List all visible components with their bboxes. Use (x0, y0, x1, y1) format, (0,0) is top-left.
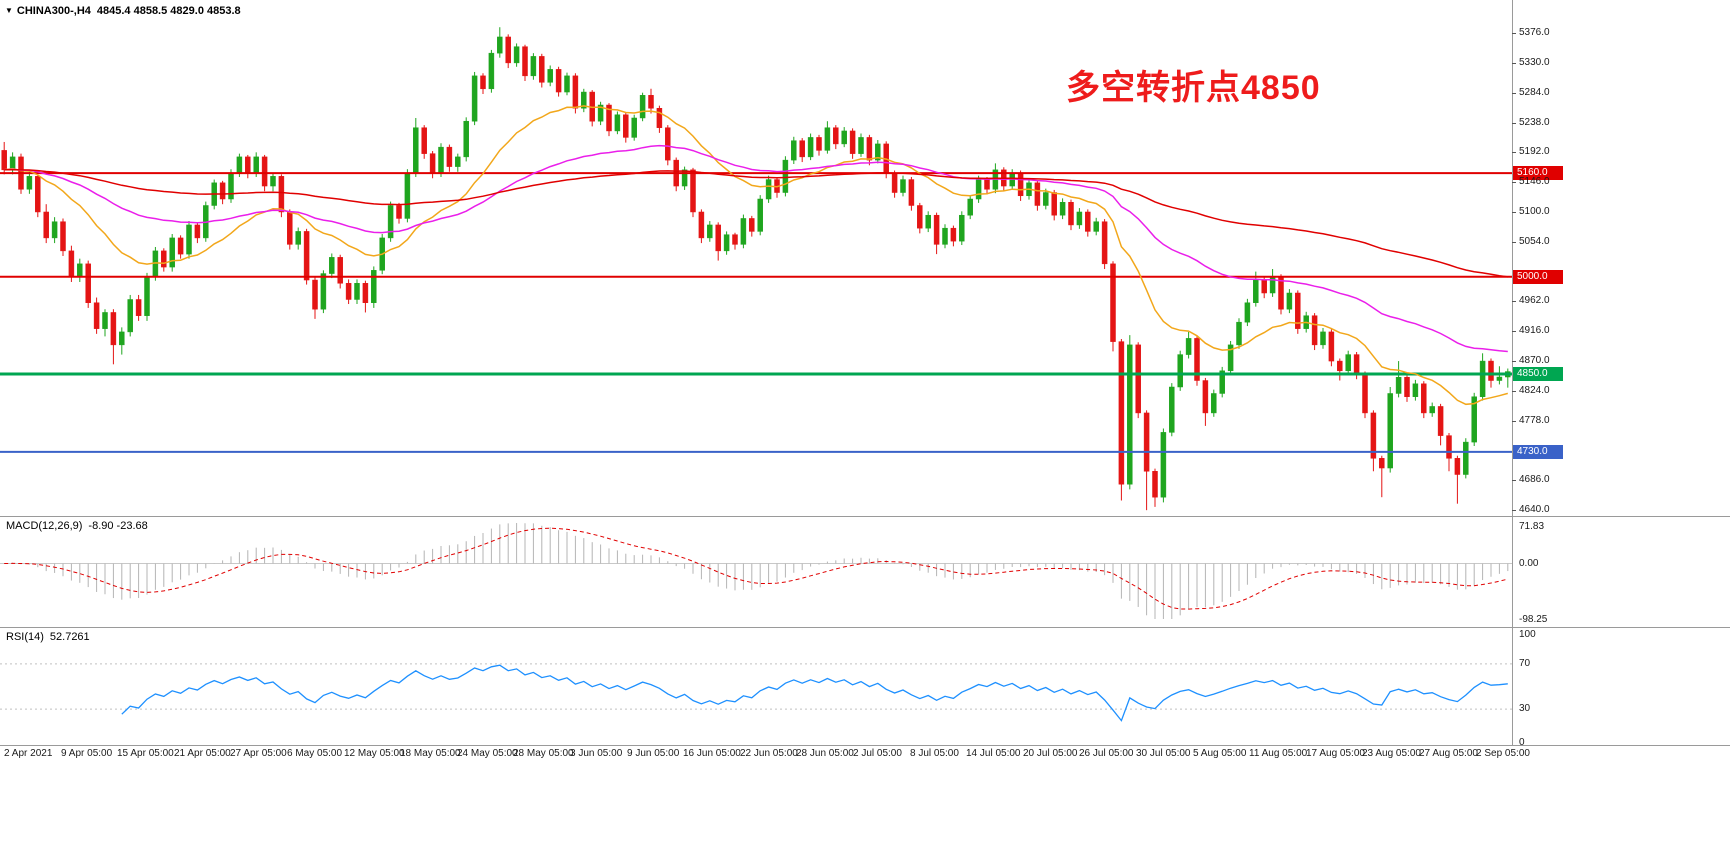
date-label: 22 Jun 05:00 (740, 748, 798, 759)
date-label: 20 Jul 05:00 (1023, 748, 1078, 759)
price-tick-label: 5376.0 (1519, 27, 1550, 39)
price-tick-label: 5100.0 (1519, 205, 1550, 217)
price-level-tag: 5000.0 (1513, 269, 1563, 284)
macd-tick-label: 71.83 (1519, 521, 1545, 532)
ma-line-20 (4, 105, 1508, 406)
ma-line-55 (4, 144, 1508, 353)
symbol-info[interactable]: ▼ CHINA300-,H4 4845.4 4858.5 4829.0 4853.8 (5, 5, 241, 17)
price-level-tag: 4730.0 (1513, 444, 1563, 459)
price-tickmark (1512, 391, 1516, 392)
panel-separator[interactable] (0, 516, 1730, 517)
price-tick-label: 4778.0 (1519, 414, 1550, 426)
price-tickmark (1512, 331, 1516, 332)
rsi-line (121, 664, 1508, 722)
date-label: 2 Sep 05:00 (1476, 748, 1530, 759)
price-tickmark (1512, 301, 1516, 302)
price-tickmark (1512, 480, 1516, 481)
candlestick-chart[interactable] (0, 0, 1512, 516)
date-label: 6 May 05:00 (287, 748, 343, 759)
date-label: 21 Apr 05:00 (174, 748, 231, 759)
date-label: 16 Jun 05:00 (683, 748, 741, 759)
price-tick-label: 4916.0 (1519, 325, 1550, 337)
rsi-tick-label: 100 (1519, 629, 1536, 640)
macd-signal-line (4, 527, 1508, 610)
rsi-label: RSI(14) 52.7261 (6, 631, 90, 643)
price-tick-label: 4640.0 (1519, 504, 1550, 516)
date-label: 28 May 05:00 (513, 748, 574, 759)
price-tickmark (1512, 63, 1516, 64)
price-level-tag: 4850.0 (1513, 367, 1563, 382)
ma-line-150 (4, 168, 1508, 278)
price-tick-label: 4824.0 (1519, 384, 1550, 396)
price-tick-label: 5330.0 (1519, 56, 1550, 68)
price-tick-label: 5192.0 (1519, 146, 1550, 158)
rsi-tick-label: 0 (1519, 737, 1525, 748)
price-level-tag: 5160.0 (1513, 166, 1563, 181)
price-tickmark (1512, 152, 1516, 153)
axis-separator (1512, 0, 1513, 745)
date-label: 26 Jul 05:00 (1079, 748, 1134, 759)
rsi-tick-label: 30 (1519, 703, 1531, 715)
date-label: 28 Jun 05:00 (796, 748, 854, 759)
price-tickmark (1512, 123, 1516, 124)
rsi-value: 52.7261 (49, 631, 90, 643)
price-tick-label: 5284.0 (1519, 86, 1550, 98)
date-label: 14 Jul 05:00 (966, 748, 1021, 759)
macd-tick-label: -98.25 (1519, 614, 1548, 625)
price-tickmark (1512, 212, 1516, 213)
chart-annotation[interactable]: 多空转折点4850 (1066, 69, 1321, 107)
date-label: 9 Apr 05:00 (61, 748, 113, 759)
macd-panel[interactable] (0, 517, 1512, 627)
date-label: 2 Apr 2021 (4, 748, 53, 759)
macd-values: -8.90 -23.68 (88, 520, 148, 532)
macd-tick-label: 0.00 (1519, 557, 1539, 569)
date-label: 15 Apr 05:00 (117, 748, 174, 759)
date-label: 27 Aug 05:00 (1419, 748, 1478, 759)
panel-separator[interactable] (0, 627, 1730, 628)
price-tickmark (1512, 242, 1516, 243)
price-tickmark (1512, 33, 1516, 34)
price-tick-label: 5146.0 (1519, 176, 1550, 188)
date-label: 2 Jul 05:00 (853, 748, 902, 759)
date-label: 17 Aug 05:00 (1306, 748, 1365, 759)
date-label: 11 Aug 05:00 (1249, 748, 1308, 759)
symbol-dropdown-icon[interactable]: ▼ (5, 6, 13, 15)
date-label: 18 May 05:00 (400, 748, 461, 759)
price-tick-label: 4962.0 (1519, 295, 1550, 307)
date-label: 30 Jul 05:00 (1136, 748, 1191, 759)
macd-histogram (12, 523, 1509, 619)
date-label: 27 Apr 05:00 (230, 748, 287, 759)
price-tick-label: 4870.0 (1519, 355, 1550, 367)
price-tickmark (1512, 93, 1516, 94)
price-tickmark (1512, 182, 1516, 183)
date-label: 12 May 05:00 (344, 748, 405, 759)
date-label: 24 May 05:00 (457, 748, 518, 759)
price-tickmark (1512, 361, 1516, 362)
macd-label: MACD(12,26,9) -8.90 -23.68 (6, 520, 148, 532)
date-label: 23 Aug 05:00 (1362, 748, 1421, 759)
rsi-panel[interactable] (0, 628, 1512, 745)
date-label: 5 Aug 05:00 (1193, 748, 1247, 759)
date-label: 9 Jun 05:00 (627, 748, 680, 759)
price-tickmark (1512, 510, 1516, 511)
date-label: 8 Jul 05:00 (910, 748, 959, 759)
rsi-tick-label: 70 (1519, 657, 1531, 669)
price-tick-label: 4686.0 (1519, 474, 1550, 486)
price-tickmark (1512, 421, 1516, 422)
price-tick-label: 5054.0 (1519, 235, 1550, 247)
symbol-label: CHINA300-,H4 (16, 5, 91, 17)
price-tick-label: 5238.0 (1519, 116, 1550, 128)
panel-separator (0, 745, 1730, 746)
date-label: 3 Jun 05:00 (570, 748, 623, 759)
ohlc-values: 4845.4 4858.5 4829.0 4853.8 (96, 5, 241, 17)
